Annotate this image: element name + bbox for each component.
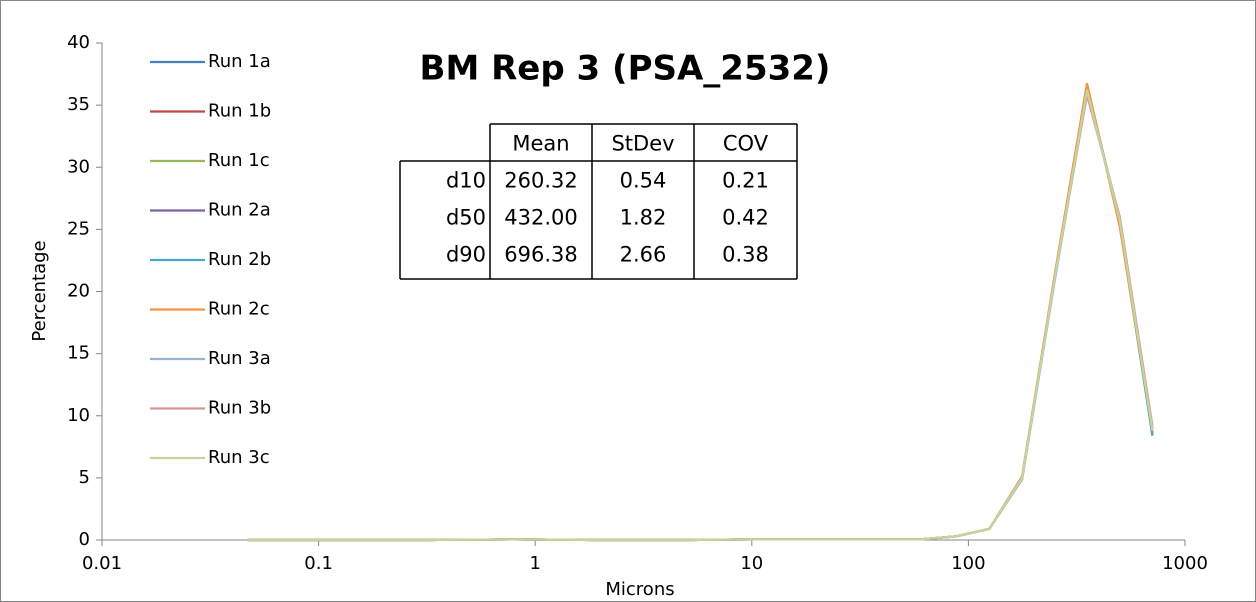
y-tick-label: 35 [67,94,90,115]
table-header: StDev [611,132,674,156]
table-header: Mean [512,132,569,156]
x-tick-label: 0.1 [304,553,333,574]
table-cell: 432.00 [504,206,577,230]
y-axis-label: Percentage [29,240,50,341]
table-cell: 0.21 [722,169,769,193]
x-tick-label: 1000 [1162,553,1208,574]
legend-label: Run 2a [208,200,271,221]
y-tick-label: 40 [67,32,90,53]
y-tick-label: 30 [67,156,90,177]
legend-label: Run 1c [208,150,270,171]
y-tick-label: 20 [67,281,90,302]
x-axis-label: Microns [605,579,674,600]
table-cell: 0.54 [620,169,667,193]
series-line [247,89,1154,542]
legend-label: Run 3a [208,348,271,369]
table-row-label: d10 [446,169,486,193]
y-tick-label: 10 [67,405,90,426]
table-row-label: d50 [446,206,486,230]
table-cell: 1.82 [620,206,667,230]
legend-label: Run 3b [208,398,271,419]
x-tick-label: 100 [951,553,985,574]
x-tick-label: 10 [740,553,763,574]
legend-label: Run 3c [208,447,270,468]
legend-label: Run 2c [208,299,270,320]
y-tick-label: 15 [67,343,90,364]
legend-label: Run 1b [208,101,271,122]
chart-title: BM Rep 3 (PSA_2532) [420,49,831,89]
table-row-label: d90 [446,243,486,267]
y-tick-label: 5 [79,467,90,488]
legend-label: Run 2b [208,249,271,270]
table-cell: 2.66 [620,243,667,267]
table-cell: 696.38 [504,243,577,267]
x-tick-label: 0.01 [82,553,122,574]
legend-label: Run 1a [208,51,271,72]
table-cell: 0.38 [722,243,769,267]
y-tick-label: 25 [67,218,90,239]
x-tick-label: 1 [529,553,540,574]
table-cell: 260.32 [504,169,577,193]
table-header: COV [723,132,769,156]
y-tick-label: 0 [79,529,90,550]
table-cell: 0.42 [722,206,769,230]
